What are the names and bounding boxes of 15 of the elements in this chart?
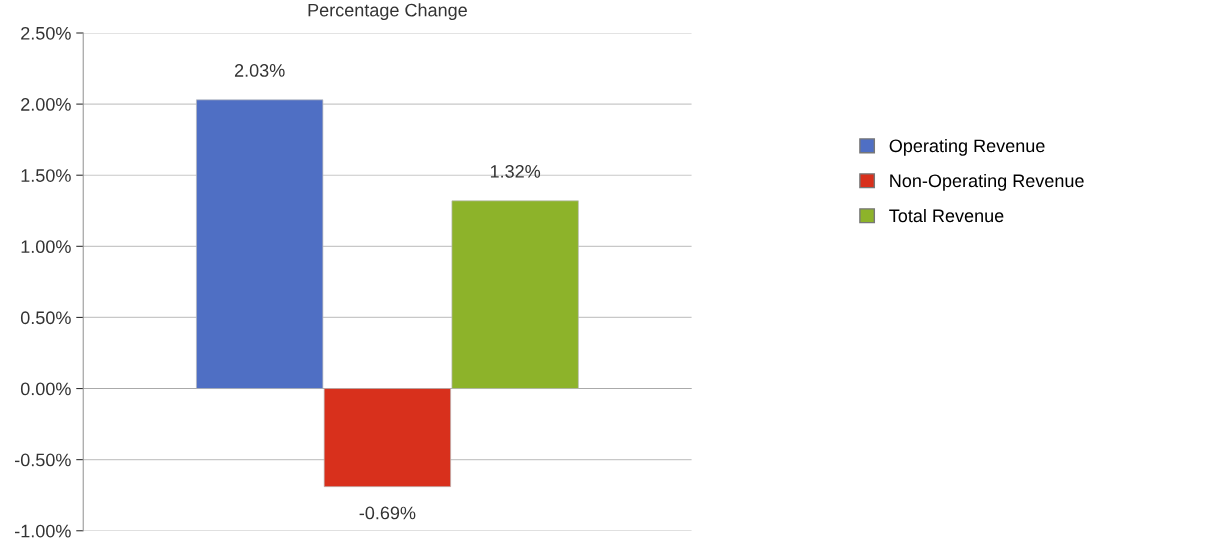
y-tick-label: 0.00% [20, 382, 71, 396]
legend-label: Operating Revenue [889, 138, 1045, 156]
y-tick-label: -1.00% [15, 524, 71, 538]
legend-label: Total Revenue [889, 208, 1004, 223]
legend-label: Non-Operating Revenue [890, 173, 1084, 191]
data-label: 1.32% [490, 165, 541, 178]
y-tick-label: 0.50% [20, 311, 71, 325]
y-tick-label: 2.50% [21, 26, 71, 40]
y-tick-label: 2.00% [21, 98, 71, 111]
chart-title: Percentage Change [308, 3, 467, 21]
y-tick-label: 1.00% [21, 240, 71, 254]
data-label: 2.03% [234, 64, 285, 77]
data-label: -0.69% [359, 506, 416, 520]
y-tick-label: 1.50% [21, 169, 71, 182]
y-tick-label: -0.50% [15, 453, 71, 467]
